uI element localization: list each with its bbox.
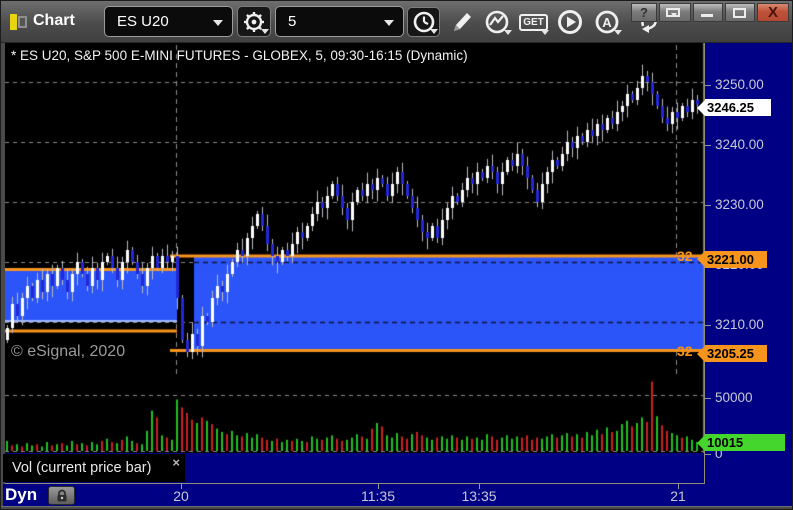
badge-text: 3246.25 bbox=[705, 99, 771, 116]
dock-button[interactable] bbox=[659, 3, 691, 22]
pattern-button[interactable] bbox=[480, 7, 513, 37]
time-tick-label: 13:35 bbox=[461, 488, 497, 504]
get-data-button[interactable]: GET bbox=[517, 7, 550, 37]
badge-text: 3205.25 bbox=[705, 345, 767, 362]
svg-text:A: A bbox=[602, 15, 612, 30]
time-axis[interactable]: Dyn 20 11:35 13:35 21 bbox=[3, 484, 705, 506]
price-tick-label: 3250.00 bbox=[715, 77, 764, 92]
help-button[interactable]: ? bbox=[631, 3, 657, 22]
badge-text: 10015 bbox=[705, 434, 785, 452]
line-price-badge: 3221.00 bbox=[697, 250, 767, 268]
time-tick-mark bbox=[181, 484, 182, 489]
zone-bottom-line-label: 32 bbox=[677, 343, 693, 359]
lock-button[interactable] bbox=[48, 486, 75, 505]
time-tick-mark bbox=[479, 484, 480, 489]
title-bar: Chart ES U20 5 bbox=[1, 1, 792, 43]
clock-icon bbox=[413, 11, 434, 33]
time-tick-mark bbox=[378, 484, 379, 489]
chevron-down-icon bbox=[541, 30, 549, 35]
minimize-icon bbox=[701, 14, 713, 17]
volume-indicator-label: Vol (current price bar) × bbox=[3, 454, 185, 482]
zone-top-line-label: 32 bbox=[677, 248, 693, 264]
badge-arrow bbox=[697, 345, 705, 362]
volume-tick-mark bbox=[705, 398, 711, 399]
chevron-down-icon bbox=[213, 20, 223, 26]
volume-tick-mark bbox=[705, 454, 711, 455]
get-icon: GET bbox=[519, 13, 548, 31]
time-interval-button[interactable] bbox=[407, 7, 440, 37]
auto-a-icon: A bbox=[595, 10, 618, 34]
volume-tick-label: 50000 bbox=[715, 390, 753, 405]
gear-button[interactable] bbox=[237, 6, 271, 37]
price-tick-mark bbox=[705, 85, 711, 86]
esignal-watermark: © eSignal, 2020 bbox=[11, 343, 126, 360]
close-icon: X bbox=[767, 4, 778, 21]
chart-window-icon bbox=[10, 14, 28, 30]
dyn-mode-label[interactable]: Dyn bbox=[5, 485, 38, 504]
maximize-icon bbox=[733, 8, 746, 18]
price-tick-mark bbox=[705, 145, 711, 146]
pencil-icon bbox=[453, 13, 471, 31]
volume-indicator-text: Vol (current price bar) bbox=[12, 460, 152, 476]
help-icon: ? bbox=[640, 5, 648, 20]
time-tick-mark bbox=[678, 484, 679, 489]
price-tick-mark bbox=[705, 325, 711, 326]
lock-icon bbox=[57, 489, 66, 501]
symbol-combo[interactable]: ES U20 bbox=[104, 6, 233, 37]
volume-tick-label: 0 bbox=[715, 446, 723, 461]
pattern-zigzag-icon bbox=[485, 10, 508, 34]
time-tick-label: 21 bbox=[670, 488, 686, 504]
price-volume-chart[interactable] bbox=[5, 43, 705, 453]
chevron-down-icon bbox=[261, 29, 269, 34]
line-price-badge: 3205.25 bbox=[697, 345, 767, 362]
badge-arrow bbox=[697, 434, 705, 451]
chart-title: * ES U20, S&P 500 E-MINI FUTURES - GLOBE… bbox=[11, 48, 468, 63]
interval-combo[interactable]: 5 bbox=[275, 6, 404, 37]
chevron-down-icon bbox=[430, 29, 438, 34]
last-volume-badge: 10015 bbox=[697, 434, 785, 452]
symbol-combo-value: ES U20 bbox=[117, 13, 169, 30]
price-tick-mark bbox=[705, 205, 711, 206]
minimize-button[interactable] bbox=[693, 3, 723, 22]
chevron-down-icon bbox=[614, 30, 622, 35]
chevron-down-icon bbox=[504, 30, 512, 35]
window-title: Chart bbox=[33, 12, 75, 29]
play-icon bbox=[557, 10, 582, 34]
auto-trade-button[interactable]: A bbox=[590, 7, 623, 37]
time-tick-label: 11:35 bbox=[361, 488, 395, 504]
price-axis[interactable]: 3250.003240.003230.003220.003210.0050000… bbox=[697, 43, 792, 506]
maximize-button[interactable] bbox=[725, 3, 755, 22]
bottom-frame bbox=[1, 506, 792, 509]
last-price-badge: 3246.25 bbox=[697, 99, 771, 116]
draw-button[interactable] bbox=[444, 7, 477, 37]
price-tick-label: 3210.00 bbox=[715, 317, 764, 332]
chevron-down-icon bbox=[384, 20, 394, 26]
play-button[interactable] bbox=[553, 7, 586, 37]
close-button[interactable]: X bbox=[757, 3, 789, 22]
badge-arrow bbox=[697, 99, 705, 116]
badge-arrow bbox=[697, 251, 705, 267]
left-frame bbox=[1, 43, 5, 506]
interval-combo-value: 5 bbox=[288, 13, 297, 30]
price-tick-label: 3240.00 bbox=[715, 137, 764, 152]
gear-icon bbox=[244, 11, 264, 32]
price-tick-label: 3230.00 bbox=[715, 197, 764, 212]
badge-text: 3221.00 bbox=[705, 250, 767, 268]
close-indicator-icon[interactable]: × bbox=[172, 455, 180, 470]
time-tick-label: 20 bbox=[173, 488, 189, 504]
